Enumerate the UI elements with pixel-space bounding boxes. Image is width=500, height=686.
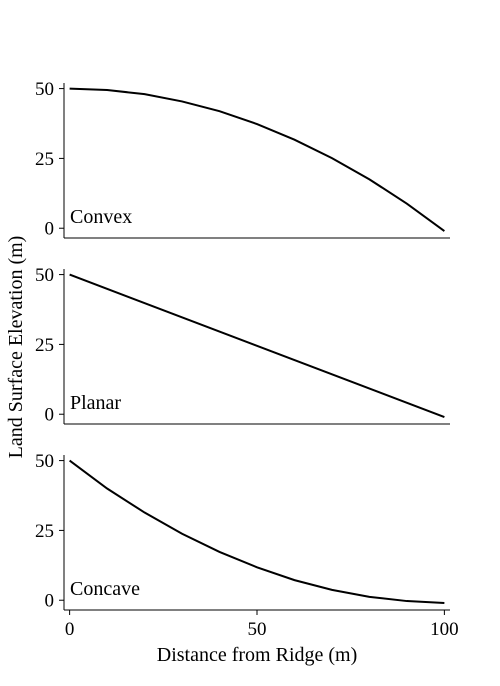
- planar-y-tick-label: 25: [35, 335, 54, 356]
- concave-y-tick-label: 0: [45, 591, 55, 612]
- convex-profile-line: [69, 87, 445, 232]
- y-axis-label: Land Surface Elevation (m): [5, 236, 27, 459]
- planar-y-tick-label: 50: [35, 265, 54, 286]
- planar-profile-line: [69, 273, 445, 418]
- x-tick-label: 0: [65, 619, 75, 640]
- x-axis-label: Distance from Ridge (m): [157, 644, 358, 666]
- x-tick-label: 100: [430, 619, 459, 640]
- convex-y-tick-label: 0: [45, 219, 55, 240]
- concave-y-tick-label: 50: [35, 451, 54, 472]
- planar-panel-label: Planar: [70, 392, 121, 414]
- convex-y-tick-label: 25: [35, 149, 54, 170]
- x-tick-label: 50: [248, 619, 267, 640]
- concave-profile-line: [69, 459, 445, 605]
- concave-panel-label: Concave: [70, 578, 140, 600]
- convex-y-tick-label: 50: [35, 79, 54, 100]
- concave-y-tick-label: 25: [35, 521, 54, 542]
- convex-panel-label: Convex: [70, 206, 132, 228]
- planar-y-tick-label: 0: [45, 405, 55, 426]
